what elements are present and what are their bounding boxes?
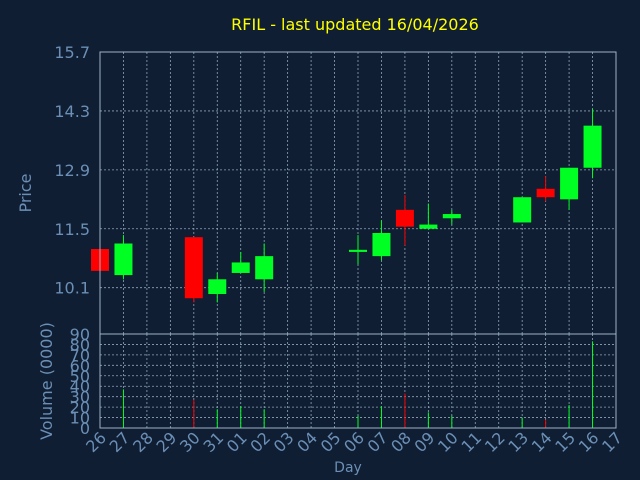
candle-body <box>442 214 461 219</box>
volume-tick-label: 0 <box>80 419 90 438</box>
day-tick-labels: 2627282930310102030405060708091011121314… <box>82 428 626 456</box>
candlestick-01 <box>231 251 250 273</box>
chart-title: RFIL - last updated 16/04/2026 <box>231 15 479 34</box>
volume-grid <box>99 333 617 429</box>
volume-tick-label: 40 <box>70 377 90 396</box>
candle-body <box>395 209 414 227</box>
volume-tick-label: 80 <box>70 335 90 354</box>
candle-body <box>536 188 555 198</box>
candle-body <box>114 243 133 276</box>
candle-body <box>208 279 227 295</box>
candlestick-14 <box>536 176 555 202</box>
candle-body <box>231 262 250 273</box>
candlestick-16 <box>583 108 602 179</box>
price-axis-label: Price <box>16 173 35 212</box>
volume-tick-label: 20 <box>70 398 90 417</box>
day-axis-label: Day <box>334 460 362 476</box>
volume-tick-label: 70 <box>70 346 90 365</box>
price-tick-label: 15.7 <box>54 43 90 62</box>
volume-axis-label: Volume (0000) <box>37 322 56 440</box>
price-tick-labels: 10.1 11.5 12.9 14.3 15.7 <box>54 43 90 298</box>
candlestick-31 <box>208 272 227 303</box>
candle-body <box>583 125 602 168</box>
price-tick-label: 10.1 <box>54 279 90 298</box>
candle-body <box>255 256 274 280</box>
day-tick-label: 17 <box>598 428 626 456</box>
price-tick-label: 14.3 <box>54 102 90 121</box>
candlestick-27 <box>114 235 133 280</box>
candlestick-10 <box>442 209 461 225</box>
volume-tick-label: 10 <box>70 409 90 428</box>
volume-tick-label: 60 <box>70 356 90 375</box>
candle-body <box>184 237 203 299</box>
volume-plot-frame <box>99 333 617 429</box>
candlestick-02 <box>255 243 274 292</box>
volume-tick-label: 30 <box>70 388 90 407</box>
candlestick-30 <box>184 237 203 303</box>
volume-tick-label: 50 <box>70 367 90 386</box>
price-tick-label: 12.9 <box>54 161 90 180</box>
candle-body <box>349 249 367 252</box>
candlestick-13 <box>513 197 532 223</box>
candle-body <box>372 232 391 257</box>
volume-bars <box>99 341 594 428</box>
candle-body <box>560 167 579 200</box>
candlestick-07 <box>372 220 391 261</box>
candlestick-08 <box>395 195 414 246</box>
candle-body <box>513 197 532 223</box>
price-tick-label: 11.5 <box>54 220 90 239</box>
volume-tick-label: 90 <box>70 325 90 344</box>
candlestick-06 <box>349 235 367 265</box>
candlestick-09 <box>419 203 438 229</box>
candlestick-15 <box>560 167 579 210</box>
candle-body <box>419 224 438 229</box>
candlesticks <box>91 108 602 303</box>
